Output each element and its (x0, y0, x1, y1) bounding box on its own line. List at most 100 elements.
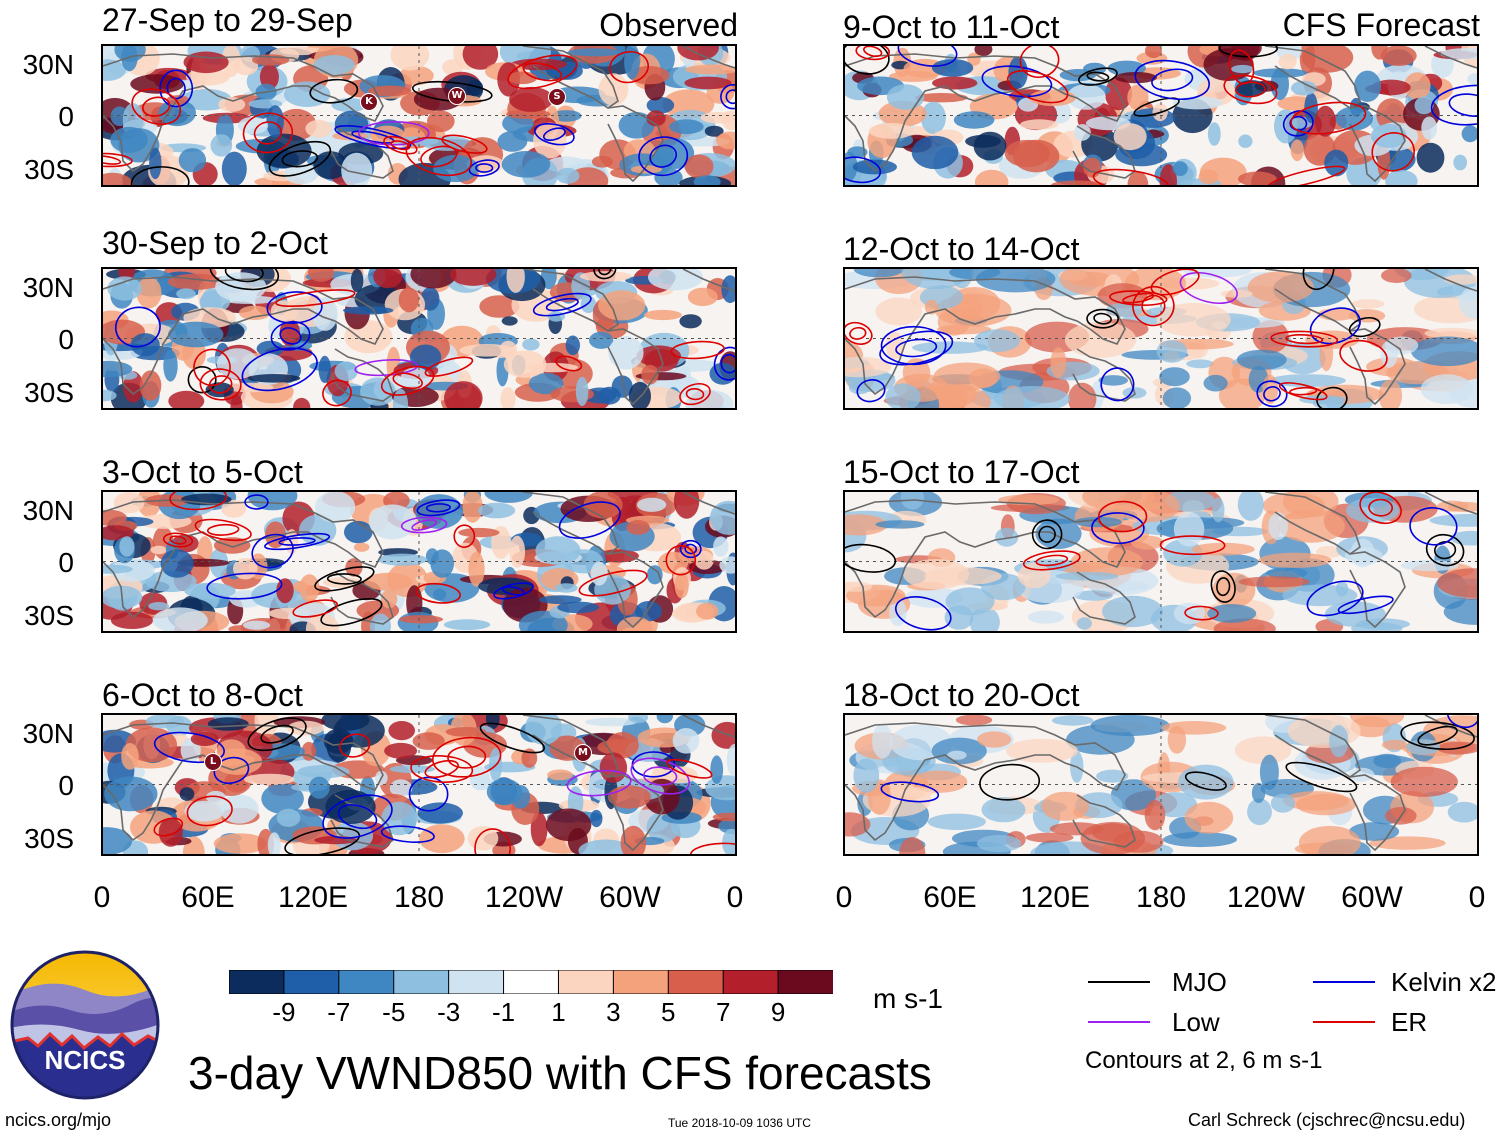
contour-kelvin-x2 (1337, 595, 1394, 615)
anomaly-patch (509, 535, 526, 568)
lat-label: 0 (58, 324, 74, 355)
anomaly-patch (1350, 715, 1405, 728)
anomaly-patch (1467, 73, 1477, 85)
anomaly-patch (1381, 739, 1408, 751)
contour-er (689, 842, 735, 854)
anomaly-patch (419, 824, 465, 854)
anomaly-patch (216, 739, 246, 763)
anomaly-patch (390, 46, 430, 71)
anomaly-patch (630, 165, 663, 174)
anomaly-patch (1051, 180, 1106, 185)
anomaly-patch (1008, 56, 1028, 89)
contour-er (292, 599, 339, 618)
contour-er (1267, 165, 1346, 185)
contour-er (855, 46, 890, 61)
anomaly-patch (1371, 46, 1388, 60)
anomaly-patch (501, 316, 518, 326)
anomaly-patch (399, 615, 444, 624)
anomaly-patch (433, 588, 447, 601)
contour-er (194, 518, 252, 542)
anomaly-patch (184, 800, 225, 822)
anomaly-patch (183, 51, 229, 74)
anomaly-patch (578, 839, 634, 854)
anomaly-patch (852, 159, 897, 175)
contour-er (390, 140, 411, 151)
contour-er (1159, 535, 1226, 556)
anomaly-patch (1113, 123, 1147, 151)
anomaly-patch (506, 109, 551, 119)
anomaly-patch (899, 837, 926, 854)
anomaly-patch (308, 776, 330, 799)
contour-mjo (1434, 540, 1457, 560)
anomaly-patch (945, 587, 995, 616)
anomaly-patch (247, 492, 298, 511)
contour-kelvin-x2 (334, 124, 412, 150)
anomaly-patch (1270, 68, 1289, 101)
colorbar-tick-label: -7 (327, 997, 351, 1027)
contour-kelvin-x2 (558, 501, 621, 539)
anomaly-patch (1351, 299, 1385, 309)
contour-er (685, 387, 705, 401)
contour-kelvin-x2 (408, 776, 449, 812)
contour-er (670, 340, 725, 360)
anomaly-patch (1448, 501, 1477, 513)
anomaly-patch (1381, 269, 1412, 283)
contour-er (522, 62, 563, 82)
contour-kelvin-x2 (251, 533, 294, 569)
anomaly-patch (341, 152, 373, 185)
anomaly-patch (148, 602, 170, 611)
anomaly-patch (468, 551, 485, 587)
contour-er (339, 733, 371, 758)
anomaly-patch (656, 715, 673, 724)
contour-mjo (284, 827, 361, 854)
anomaly-patch (1127, 84, 1149, 111)
contour-mjo (1348, 316, 1381, 338)
anomaly-patch (1005, 738, 1078, 763)
anomaly-patch (868, 123, 915, 139)
anomaly-patch (484, 492, 533, 503)
panel-title-fc-4: 18-Oct to 20-Oct (843, 677, 1080, 713)
anomaly-patch (585, 717, 638, 727)
anomaly-patch (139, 370, 162, 401)
contour-mjo (1077, 67, 1118, 86)
lat-label: 30N (22, 718, 74, 749)
coastline (682, 492, 735, 515)
anomaly-patch (1335, 106, 1373, 131)
anomaly-patch (206, 790, 226, 804)
contour-mjo (320, 597, 383, 627)
anomaly-patch (556, 167, 580, 184)
anomaly-patch (486, 778, 523, 806)
anomaly-patch (261, 783, 304, 814)
contour-low (358, 120, 430, 146)
contour-mjo (1285, 761, 1358, 793)
contour-kelvin-x2 (1256, 380, 1288, 408)
anomaly-patch (221, 151, 247, 185)
anomaly-patch (845, 151, 858, 181)
anomaly-patch (1370, 123, 1407, 148)
coastline (682, 715, 735, 738)
colorbar-swatch (667, 969, 725, 995)
contour-low (1179, 271, 1238, 305)
anomaly-patch (158, 817, 183, 847)
anomaly-patch (1437, 568, 1477, 598)
anomaly-patch (590, 561, 608, 586)
contour-er (849, 326, 867, 340)
colorbar-tick-label: 5 (661, 997, 676, 1027)
panel-title-obs-4: 6-Oct to 8-Oct (102, 677, 303, 713)
anomaly-patch (845, 581, 873, 592)
contour-er (169, 492, 228, 511)
anomaly-patch (669, 119, 704, 135)
anomaly-patch (713, 536, 729, 557)
anomaly-patch (1207, 604, 1257, 623)
anomaly-patch (1029, 89, 1076, 107)
anomaly-patch (993, 386, 1071, 408)
lat-label: 30N (22, 272, 74, 303)
contour-mjo (845, 46, 890, 75)
coastline (103, 276, 384, 396)
contour-low (400, 516, 448, 534)
anomaly-patch (1131, 535, 1164, 550)
anomaly-patch (238, 116, 269, 135)
lat-label: 30S (24, 377, 74, 408)
anomaly-patch (1453, 154, 1467, 171)
observed-column-title: Observed (599, 7, 738, 43)
